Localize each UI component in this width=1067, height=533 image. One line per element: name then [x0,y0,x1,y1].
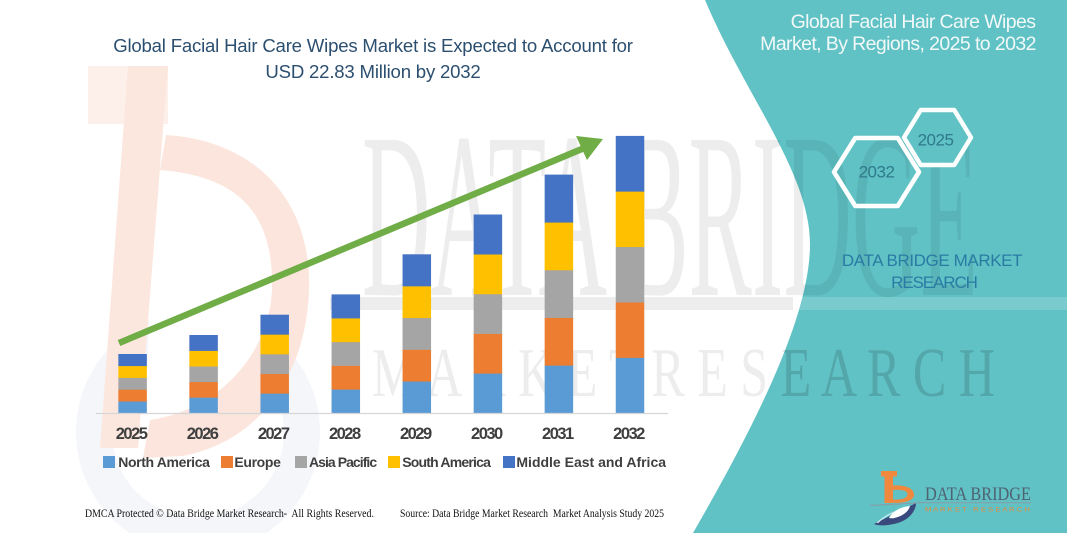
svg-text:2032: 2032 [859,163,895,182]
svg-text:DATA BRIDGE: DATA BRIDGE [925,484,1031,505]
svg-text:M A R K E T R E S E A R C H: M A R K E T R E S E A R C H [925,507,1030,514]
svg-text:2025: 2025 [918,131,954,150]
